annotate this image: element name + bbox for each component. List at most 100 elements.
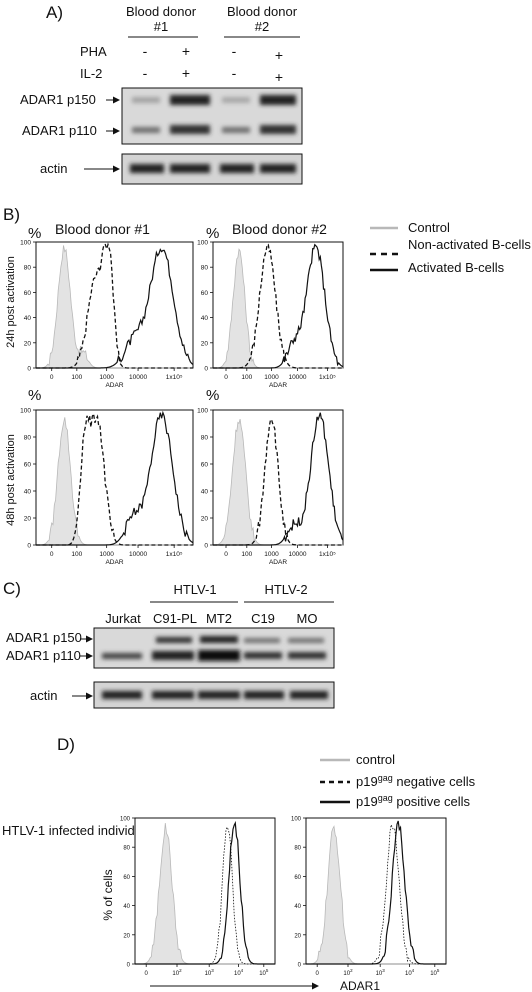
y-tick-label: 100 [20, 408, 31, 415]
y-tick-label: 60 [201, 290, 209, 297]
solid-histogram [213, 243, 344, 369]
y-tick-label: 40 [201, 315, 209, 322]
c-lane-mt2: MT2 [206, 611, 232, 626]
b-title-donor2: Blood donor #2 [232, 221, 327, 237]
y-tick-label: 0 [127, 963, 131, 969]
d-legend-control-label: control [356, 752, 395, 767]
d-legend-pos-label: p19gag positive cells [356, 793, 471, 809]
y-tick-label: 40 [24, 489, 32, 496]
y-tick-label: 100 [120, 817, 131, 823]
panel-d-label: D) [57, 735, 75, 754]
x-axis-label: ADAR [269, 382, 287, 389]
solid-histogram [306, 820, 446, 965]
y-tick-label: 0 [27, 543, 31, 550]
y-tick-label: 80 [123, 846, 130, 852]
control-histogram [212, 419, 343, 546]
pha-lane1: - [143, 43, 148, 59]
il2-lane4: + [275, 69, 283, 85]
x-tick-label: 10000 [129, 551, 147, 558]
donor2-line1: Blood donor [227, 4, 298, 19]
panel-c-p150-label: ADAR1 p150 [6, 630, 82, 645]
panel-c: C) HTLV-1 HTLV-2 Jurkat C91-PL MT2 C19 M… [3, 579, 335, 709]
y-tick-label: 80 [201, 265, 209, 272]
solid-histogram [213, 412, 344, 546]
y-tick-label: 80 [24, 435, 32, 442]
x-tick-label: 0 [50, 551, 54, 558]
il2-lane1: - [143, 65, 148, 81]
x-axis-label: ADAR [269, 559, 287, 566]
y-tick-label: 60 [123, 875, 130, 881]
y-tick-label: 0 [204, 366, 208, 373]
x-tick-label: 1000 [99, 551, 114, 558]
x-tick-label: 0 [316, 971, 320, 977]
y-tick-label: 40 [123, 904, 130, 910]
hist-24h-donor2: 100 80 60 40 20 0 0 100 1000 10000 1x10⁵ ADAR [197, 240, 344, 389]
b-title-donor1: Blood donor #1 [55, 221, 150, 237]
y-tick-label: 0 [204, 543, 208, 550]
solid-histogram [36, 248, 194, 369]
panel-d: D) control p19gag negative cells p19gag … [2, 735, 476, 992]
y-tick-label: 40 [201, 489, 209, 496]
panel-c-label: C) [3, 579, 21, 598]
x-tick-label: 1x10⁵ [319, 374, 336, 381]
il2-lane2: + [182, 65, 190, 81]
y-tick-label: 20 [294, 933, 301, 939]
x-tick-label: 1x10⁵ [319, 551, 336, 558]
y-tick-label: 0 [298, 963, 302, 969]
x-tick-label: 100 [241, 374, 252, 381]
x-tick-label: 102 [172, 968, 182, 977]
donor2-line2: #2 [255, 19, 269, 34]
hist-48h-donor1: 100 80 60 40 20 0 0 100 1000 10000 1x10⁵ ADAR [20, 408, 194, 566]
panel-c-actin-blot [93, 681, 335, 709]
panel-a-actin-label: actin [40, 161, 67, 176]
y-tick-label: 20 [123, 933, 130, 939]
x-tick-label: 1000 [99, 374, 114, 381]
panel-c-p110-label: ADAR1 p110 [6, 648, 81, 663]
panel-c-actin-label: actin [30, 688, 57, 703]
x-tick-label: 100 [241, 551, 252, 558]
y-tick-label: 100 [197, 408, 208, 415]
legend-act-label: Activated B-cells [408, 260, 505, 275]
y-tick-label: 20 [24, 516, 32, 523]
y-tick-label: 100 [291, 817, 302, 823]
y-tick-label: 20 [24, 340, 32, 347]
y-tick-label: 80 [201, 435, 209, 442]
x-tick-label: 10000 [288, 374, 306, 381]
x-axis-label: ADAR [105, 559, 123, 566]
hist-d-individual1: 100 80 60 40 20 0 0 102 103 104 105 [120, 817, 276, 977]
pha-lane3: - [232, 43, 237, 59]
hist-24h-donor1: 100 80 60 40 20 0 0 100 1000 10000 1x10⁵ ADAR [20, 240, 194, 389]
c-lane-jurkat: Jurkat [105, 611, 141, 626]
y-tick-label: 100 [20, 240, 31, 247]
solid-histogram [36, 410, 194, 546]
b-row1-label: 24h post activation [5, 256, 17, 348]
x-tick-label: 104 [234, 968, 244, 977]
panel-a-actin-blot [121, 153, 303, 185]
panel-b-legend: Control Non-activated B-cells Activated … [370, 220, 531, 275]
b-pct-4: % [206, 387, 219, 404]
pha-lane4: + [275, 47, 283, 63]
x-tick-label: 10000 [129, 374, 147, 381]
y-tick-label: 60 [24, 462, 32, 469]
x-tick-label: 103 [376, 968, 386, 977]
b-pct-2: % [206, 225, 219, 242]
x-tick-label: 105 [430, 968, 440, 977]
c-lane-c19: C19 [251, 611, 275, 626]
y-tick-label: 40 [24, 315, 32, 322]
x-tick-label: 0 [145, 971, 149, 977]
x-tick-label: 100 [71, 551, 82, 558]
x-tick-label: 1000 [264, 551, 279, 558]
donor1-line1: Blood donor [126, 4, 197, 19]
solid-histogram [135, 820, 275, 965]
b-pct-1: % [28, 225, 41, 242]
pha-label: PHA [80, 44, 107, 59]
il2-label: IL-2 [80, 66, 102, 81]
panel-a-p110-label: ADAR1 p110 [22, 123, 97, 138]
d-ylabel: % of cells [101, 869, 115, 920]
c-lane-mo: MO [297, 611, 318, 626]
panel-b-label: B) [3, 205, 20, 224]
donor1-line2: #1 [154, 19, 168, 34]
x-axis-label: ADAR [105, 382, 123, 389]
x-tick-label: 103 [205, 968, 215, 977]
